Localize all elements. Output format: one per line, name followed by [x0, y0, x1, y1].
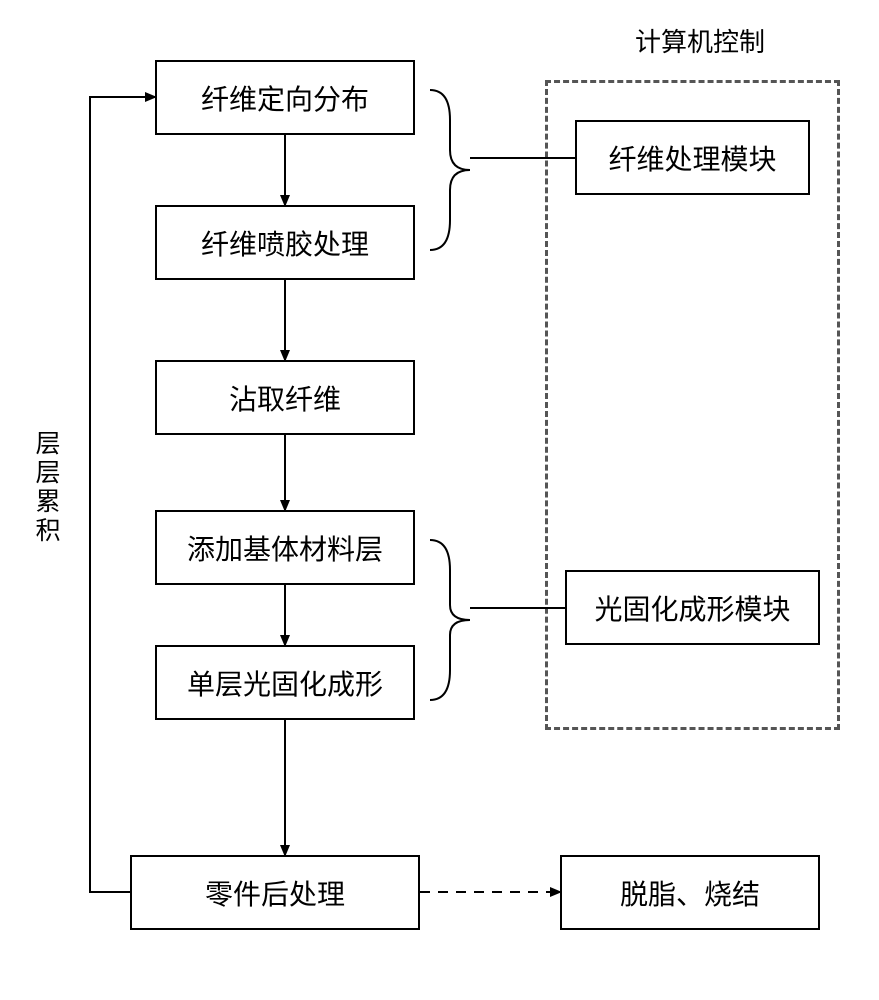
node-add-matrix: 添加基体材料层	[155, 510, 415, 585]
title-computer-control: 计算机控制	[560, 22, 840, 59]
node-debind-sinter: 脱脂、烧结	[560, 855, 820, 930]
loop-label: 层层累积	[27, 430, 63, 546]
node-fiber-orientation: 纤维定向分布	[155, 60, 415, 135]
node-pick-fiber: 沾取纤维	[155, 360, 415, 435]
node-post-process: 零件后处理	[130, 855, 420, 930]
module-photocuring: 光固化成形模块	[565, 570, 820, 645]
module-fiber-processing: 纤维处理模块	[575, 120, 810, 195]
node-fiber-spray: 纤维喷胶处理	[155, 205, 415, 280]
node-single-layer-cure: 单层光固化成形	[155, 645, 415, 720]
